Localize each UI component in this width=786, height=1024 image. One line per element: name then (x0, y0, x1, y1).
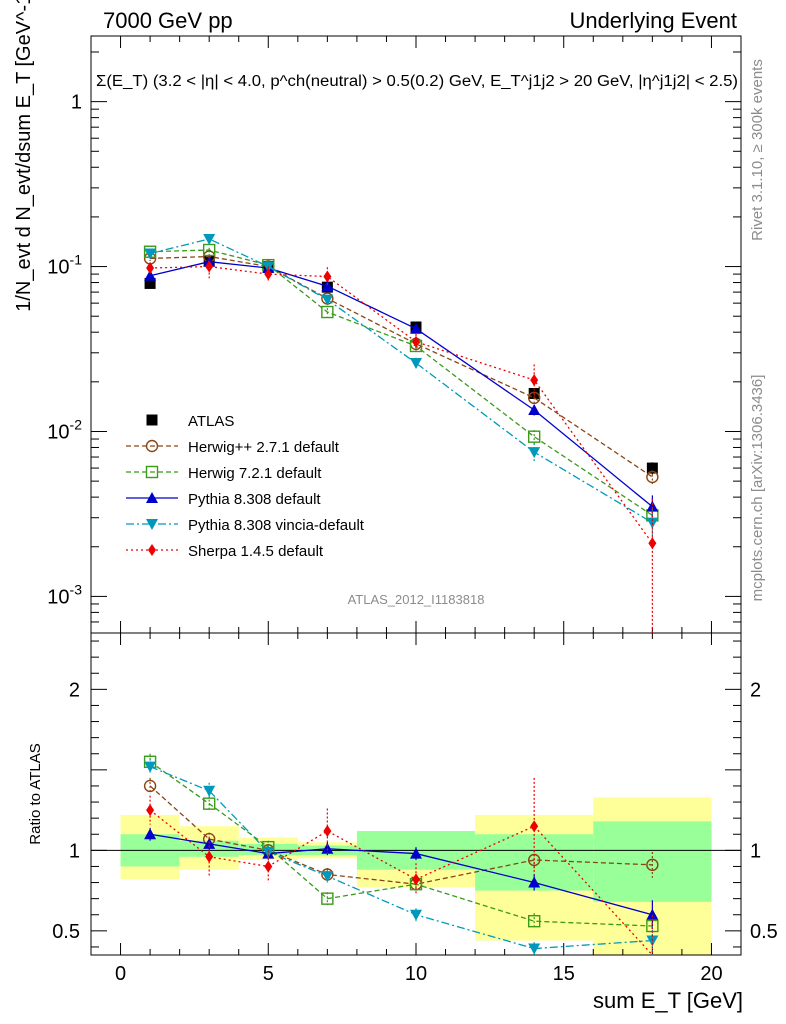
ratio-y-tick-label-left: 1 (69, 840, 80, 862)
point-pythia-8-308-vincia-default (528, 943, 541, 955)
point-pythia-8-308-default (646, 908, 659, 920)
point-atlas (144, 277, 156, 289)
point-herwig-7-2-1-default (202, 797, 216, 810)
legend-marker (146, 414, 158, 426)
point-herwig-7-2-1-default (321, 892, 334, 905)
point-pythia-8-308-vincia-default (410, 909, 422, 921)
legend-marker (145, 439, 159, 453)
legend-label: Herwig++ 2.7.1 default (188, 439, 340, 456)
point-herwig-2-7-1-default (143, 779, 157, 793)
x-tick-label: 5 (263, 963, 274, 985)
legend-item-herwig-7-2-1-default: Herwig 7.2.1 default (126, 465, 322, 482)
point-herwig-2-7-1-default (527, 391, 541, 405)
legend-item-sherpa-1-4-5-default: Sherpa 1.4.5 default (126, 543, 324, 560)
header-left: 7000 GeV pp (103, 8, 233, 33)
point-herwig-7-2-1-default (321, 305, 334, 319)
point-sherpa-1-4-5-default (264, 860, 273, 873)
point-sherpa-1-4-5-default (146, 262, 155, 275)
ratio-y-tick-label-left: 2 (69, 679, 80, 701)
point-pythia-8-308-vincia-default (144, 761, 157, 773)
point-sherpa-1-4-5-default (205, 260, 214, 273)
header-right: Underlying Event (569, 8, 737, 33)
x-tick-label: 10 (405, 963, 427, 985)
point-sherpa-1-4-5-default (648, 537, 657, 550)
legend-marker (148, 544, 156, 556)
point-pythia-8-308-vincia-default (528, 447, 541, 459)
point-sherpa-1-4-5-default (205, 850, 214, 863)
point-sherpa-1-4-5-default (323, 270, 332, 283)
x-axis-label: sum E_T [GeV] (593, 988, 743, 1013)
ratio-y-axis-label: Ratio to ATLAS (27, 743, 44, 844)
point-pythia-8-308-default (528, 403, 541, 415)
analysis-id: ATLAS_2012_I1183818 (348, 592, 485, 607)
y-tick-label: 10-3 (47, 581, 82, 608)
selection-label: Σ(E_T) (3.2 < |η| < 4.0, p^ch(neutral) >… (96, 73, 738, 90)
legend-marker (145, 465, 159, 479)
x-tick-label: 0 (115, 963, 126, 985)
ratio-y-tick-label-right: 0.5 (750, 921, 778, 943)
legend-item-pythia-8-308-vincia-default: Pythia 8.308 vincia-default (126, 517, 365, 534)
legend-item-herwig-2-7-1-default: Herwig++ 2.7.1 default (126, 439, 340, 456)
legend-marker (146, 519, 158, 530)
ratio-series (143, 753, 659, 956)
point-pythia-8-308-default (144, 828, 157, 840)
legend-marker (146, 492, 158, 503)
point-herwig-7-2-1-default (527, 914, 541, 928)
main-series (143, 233, 659, 633)
legend-label: Pythia 8.308 default (188, 491, 321, 508)
point-pythia-8-308-vincia-default (203, 785, 216, 797)
point-herwig-2-7-1-default (646, 858, 659, 872)
y-tick-label: 1 (71, 92, 82, 114)
point-sherpa-1-4-5-default (530, 820, 539, 833)
side-label-top: Rivet 3.1.10, ≥ 300k events (749, 59, 766, 241)
point-pythia-8-308-default (144, 269, 157, 281)
legend-label: Pythia 8.308 vincia-default (188, 517, 365, 534)
point-pythia-8-308-vincia-default (203, 233, 216, 245)
point-sherpa-1-4-5-default (264, 268, 273, 281)
point-herwig-7-2-1-default (527, 430, 541, 443)
ratio-y-tick-label-right: 2 (750, 679, 761, 701)
point-pythia-8-308-default (410, 847, 422, 859)
side-label-bottom: mcplots.cern.ch [arXiv:1306.3436] (749, 375, 766, 602)
point-pythia-8-308-default (646, 500, 659, 512)
main-y-axis-label: 1/N_evt d N_evt/dsum E_T [GeV^-1] (13, 0, 35, 312)
point-pythia-8-308-vincia-default (410, 358, 422, 370)
ratio-axis-ticks: 0 5 10 15 20 0.5 0.5 1 1 2 2 (52, 640, 778, 985)
y-tick-label: 10-2 (47, 416, 82, 443)
point-atlas (646, 462, 658, 474)
legend-label: Herwig 7.2.1 default (188, 465, 322, 482)
point-pythia-8-308-vincia-default (144, 248, 157, 260)
point-sherpa-1-4-5-default (323, 825, 332, 838)
x-tick-label: 20 (700, 963, 722, 985)
x-tick-label: 15 (553, 963, 575, 985)
legend-label: ATLAS (188, 413, 234, 430)
point-sherpa-1-4-5-default (146, 804, 155, 817)
ratio-y-tick-label-left: 0.5 (52, 921, 80, 943)
point-pythia-8-308-default (410, 322, 422, 334)
point-pythia-8-308-vincia-default (646, 935, 659, 947)
point-sherpa-1-4-5-default (530, 374, 539, 387)
point-pythia-8-308-vincia-default (262, 846, 275, 858)
y-tick-label: 10-1 (47, 252, 82, 279)
ratio-y-tick-label-right: 1 (750, 840, 761, 862)
point-pythia-8-308-vincia-default (321, 871, 334, 883)
point-pythia-8-308-default (528, 876, 541, 888)
legend-item-pythia-8-308-default: Pythia 8.308 default (126, 491, 321, 508)
point-pythia-8-308-default (321, 280, 334, 292)
legend-label: Sherpa 1.4.5 default (188, 543, 324, 560)
legend-item-atlas: ATLAS (146, 413, 234, 430)
point-pythia-8-308-default (321, 842, 334, 854)
legend: ATLAS Herwig++ 2.7.1 default Herwig 7.2.1 … (126, 413, 365, 560)
point-sherpa-1-4-5-default (412, 335, 420, 348)
point-sherpa-1-4-5-default (412, 873, 420, 886)
series-line-herwig-7-2-1-default (150, 249, 653, 516)
point-pythia-8-308-vincia-default (321, 294, 334, 306)
main-axis-ticks: 10-3 10-2 10-1 1 (47, 36, 742, 955)
point-herwig-2-7-1-default (646, 470, 659, 484)
